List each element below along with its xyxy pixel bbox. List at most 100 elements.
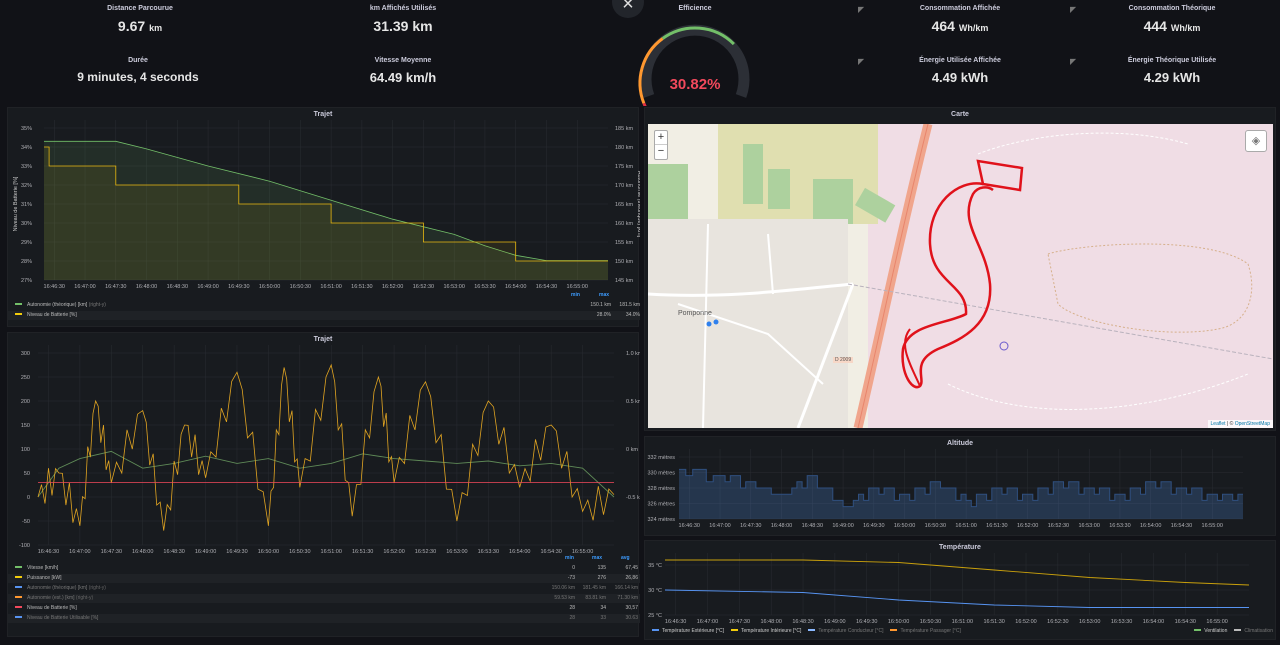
x-tick-label: 16:55:00	[572, 549, 593, 555]
y-tick-label: 30 °C	[648, 588, 662, 594]
legend-swatch	[15, 616, 22, 619]
stat-value: 4.29 kWh	[1143, 70, 1201, 85]
x-tick-label: 16:47:00	[74, 284, 95, 290]
y2-tick-label: -0.5 km	[626, 495, 640, 501]
value-number: 464	[931, 18, 955, 34]
y-tick-label: 326 mètres	[647, 502, 675, 508]
x-tick-label: 16:50:30	[290, 284, 311, 290]
x-tick-label: 16:48:30	[163, 549, 184, 555]
series-line-altitude	[679, 468, 1243, 508]
legend-right: Ventilation Climatisation	[1187, 627, 1273, 636]
stat-title: Énergie Utilisée Affichée	[919, 57, 1001, 64]
legend-row: Température Extérieure [°C] Température I…	[645, 627, 1277, 636]
legend-swatch	[652, 629, 659, 632]
x-tick-label: 16:52:30	[1047, 619, 1068, 625]
y-tick-label: 170 km	[615, 183, 633, 189]
legend-label: Niveau de Batterie [%]	[27, 312, 77, 318]
osm-link[interactable]: OpenStreetMap	[1234, 421, 1270, 427]
legend-item[interactable]: Température Passager [°C]	[883, 628, 961, 634]
legend-swatch	[15, 606, 22, 609]
link-corner-icon[interactable]: ◤	[858, 5, 865, 14]
legend-max: 135	[597, 565, 606, 571]
x-tick-label: 16:50:30	[925, 523, 946, 529]
legend-swatch	[731, 629, 739, 632]
legend-item[interactable]: Niveau de Batterie [%] 28.0% 34.0%	[8, 311, 640, 320]
link-corner-icon[interactable]: ◤	[858, 57, 865, 66]
panel-trajet-battery: Trajet 35% 34% 33% 32% 31% 30% 29% 28% 27% 185 km…	[7, 107, 640, 327]
legend-label: Température Passager [°C]	[900, 628, 961, 634]
legend-item[interactable]: Puissance [kW] -73 276 26,86	[8, 574, 640, 583]
legend-head-max: max	[599, 292, 610, 298]
link-corner-icon[interactable]: ◤	[1070, 5, 1077, 14]
legend-max: 33	[600, 615, 606, 621]
legend-item[interactable]: Ventilation	[1187, 628, 1227, 634]
legend-axis: (right-y)	[88, 585, 106, 591]
panel-title: Altitude	[946, 440, 974, 447]
stat-value: 4.49 kWh	[931, 70, 989, 85]
x-tick-label: 16:54:00	[505, 284, 526, 290]
legend-item[interactable]: Température Intérieure [°C]	[724, 628, 801, 634]
y-tick-label: 35%	[21, 126, 32, 132]
legend-swatch	[808, 629, 816, 632]
legend-item[interactable]: Autonomie (théorique) [km] (right-y) 150.…	[8, 584, 640, 593]
x-tick-label: 16:46:30	[38, 549, 59, 555]
zoom-in-button[interactable]: +	[655, 131, 667, 145]
layers-button[interactable]: ◈	[1245, 130, 1267, 152]
x-tick-label: 16:51:00	[320, 284, 341, 290]
legend-label: Température Intérieure [°C]	[741, 628, 802, 634]
x-tick-label: 16:47:30	[105, 284, 126, 290]
y-tick-label: 330 mètres	[647, 471, 675, 477]
y2-axis-label: Autonomie (théorique) [km]	[636, 171, 640, 238]
chart-altitude: 332 mètres 330 mètres 328 mètres 326 mètres…	[647, 449, 1243, 529]
x-tick-label: 16:52:30	[415, 549, 436, 555]
x-tick-label: 16:54:30	[536, 284, 557, 290]
value-unit: km	[412, 18, 433, 34]
stat-cons-theo: Consommation Théorique 444 Wh/km	[1092, 5, 1252, 34]
y2-tick-label: 1.0 km	[626, 351, 640, 357]
y-tick-label: -50	[22, 519, 30, 525]
y-tick-label: 324 mètres	[647, 517, 675, 523]
legend-item[interactable]: Niveau de Batterie [%] 28 34 30,57	[8, 604, 640, 613]
legend-item[interactable]: Climatisation	[1227, 628, 1273, 634]
x-tick-label: 16:48:00	[136, 284, 157, 290]
series-line-power	[37, 363, 615, 531]
legend-item[interactable]: Température Extérieure [°C]	[645, 628, 724, 634]
x-tick-label: 16:48:30	[167, 284, 188, 290]
x-tick-label: 16:53:00	[446, 549, 467, 555]
map-view[interactable]: Pomponne D 2009 + − ◈ Leaflet | © OpenSt…	[648, 124, 1273, 428]
x-tick-label: 16:53:00	[443, 284, 464, 290]
legend-swatch	[1234, 629, 1242, 632]
stat-efficiency: Efficience	[620, 5, 770, 12]
stat-energy-shown: Énergie Utilisée Affichée 4.49 kWh	[880, 57, 1040, 85]
leaflet-link[interactable]: Leaflet	[1210, 421, 1226, 427]
y-tick-label: 32%	[21, 183, 32, 189]
legend-item[interactable]: Vitesse [km/h] 0 135 67,45	[8, 564, 640, 573]
stat-title: Énergie Théorique Utilisée	[1127, 57, 1217, 64]
x-tick-label: 16:48:30	[792, 619, 813, 625]
legend-item[interactable]: Autonomie (est.) [km] (right-y) 59.53 km 8…	[8, 594, 640, 603]
x-tick-label: 16:49:30	[226, 549, 247, 555]
link-corner-icon[interactable]: ◤	[1070, 57, 1077, 66]
series-line-battery	[44, 146, 608, 262]
x-tick-label: 16:53:30	[478, 549, 499, 555]
panel-altitude: Altitude 332 mètres 330 mètres 328 mètres 3…	[644, 436, 1276, 536]
legend-min: 150.1 km	[590, 302, 611, 308]
legend-item[interactable]: Autonomie (théorique) [km] (right-y) 150.…	[8, 301, 640, 310]
legend-item[interactable]: Niveau de Batterie Utilisable [%] 28 33 30…	[8, 614, 640, 623]
x-tick-label: 16:48:00	[771, 523, 792, 529]
gauge-value: 30.82%	[670, 76, 721, 93]
x-tick-label: 16:55:00	[1206, 619, 1227, 625]
zoom-out-button[interactable]: −	[657, 145, 665, 157]
legend-avg: 67,45	[625, 565, 638, 571]
legend: min max avg Vitesse [km/h] 0 135 67,45 Puis…	[8, 555, 640, 635]
legend-min: 28	[569, 605, 575, 611]
y-tick-label: 34%	[21, 145, 32, 151]
legend-item[interactable]: Température Conducteur [°C]	[801, 628, 883, 634]
zoom-control: + −	[654, 130, 668, 160]
y-tick-label: 150 km	[615, 259, 633, 265]
legend-max: 181.45 km	[582, 585, 606, 591]
legend-avg: 26,86	[625, 575, 638, 581]
x-tick-label: 16:49:00	[195, 549, 216, 555]
legend-max: 83.81 km	[585, 595, 606, 601]
close-button[interactable]: ×	[612, 0, 644, 18]
